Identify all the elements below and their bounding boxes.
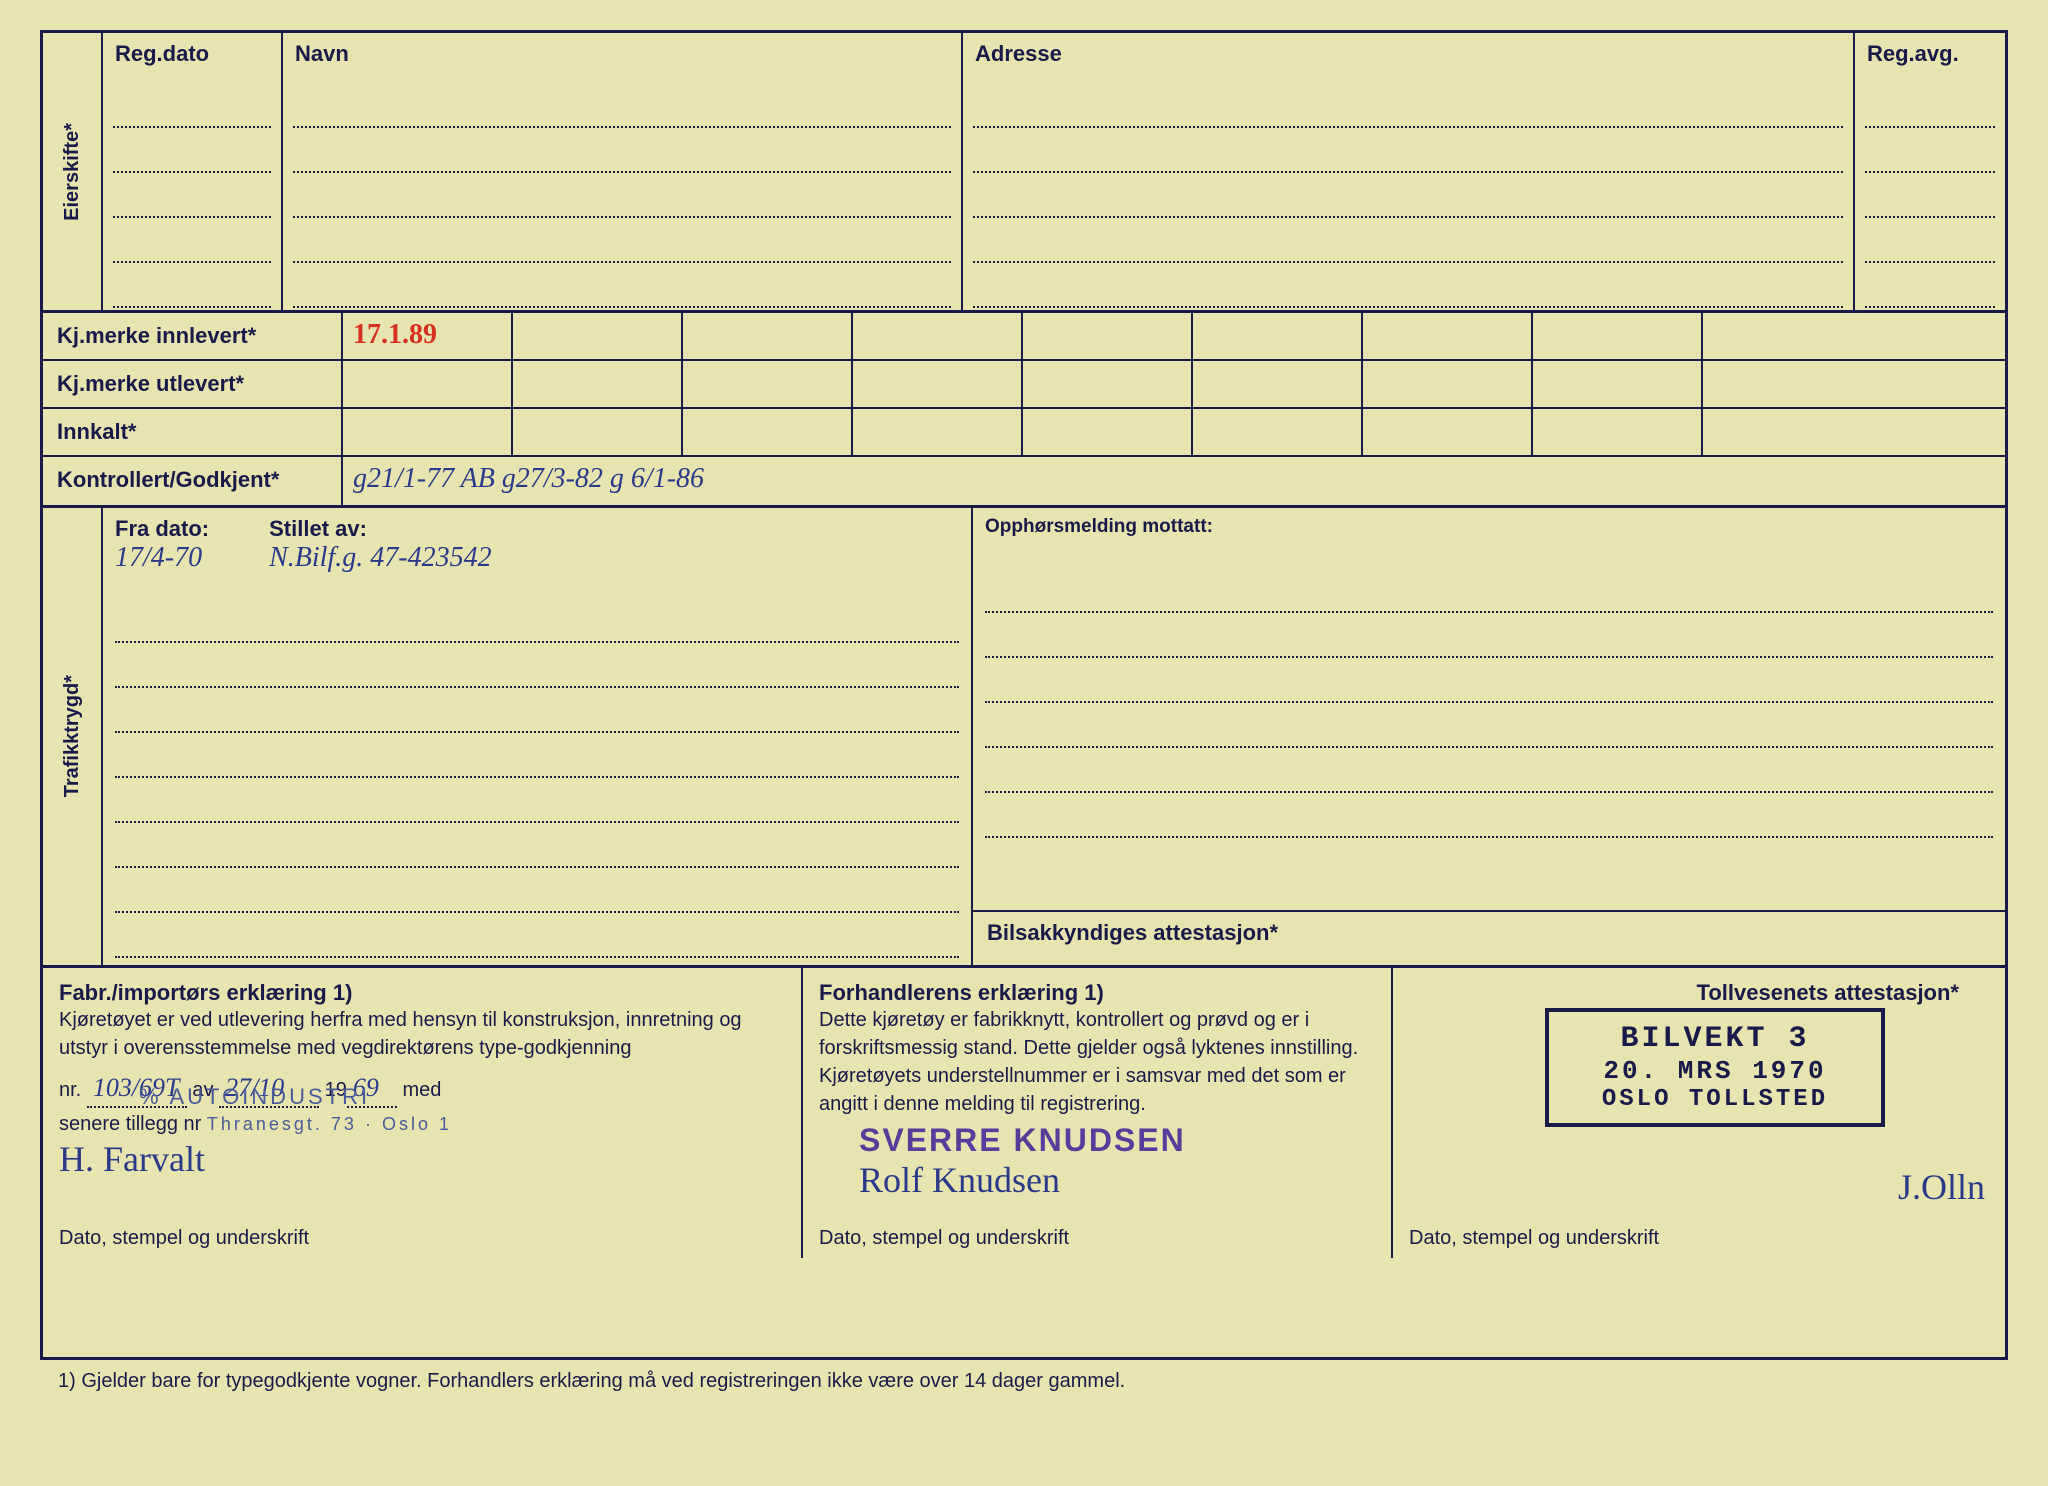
- fabr-title: Fabr./importørs erklæring 1): [59, 980, 785, 1006]
- fabr-col: Fabr./importørs erklæring 1) Kjøretøyet …: [43, 968, 803, 1258]
- header-regavg: Reg.avg.: [1855, 33, 2005, 310]
- top-headers: Reg.dato Navn Adresse Reg.avg.: [103, 33, 2005, 310]
- stillet-value: N.Bilf.g. 47-423542: [269, 542, 491, 574]
- form-border: Eierskifte* Reg.dato Navn Adresse Reg.av…: [40, 30, 2008, 1360]
- document-page: Eierskifte* Reg.dato Navn Adresse Reg.av…: [0, 0, 2048, 1486]
- innkalt-label: Innkalt*: [43, 409, 343, 455]
- traffic-right: Opphørsmelding mottatt: Bilsakkyndiges a…: [973, 508, 2005, 965]
- navn-label: Navn: [295, 41, 349, 66]
- fabr-footer: Dato, stempel og underskrift: [59, 1227, 309, 1250]
- bottom-section: Fabr./importørs erklæring 1) Kjøretøyet …: [43, 968, 2005, 1258]
- toll-title: Tollvesenets attestasjon*: [1409, 980, 1989, 1006]
- opphor-label: Opphørsmelding mottatt:: [985, 516, 1993, 538]
- forh-signature: Rolf Knudsen: [859, 1159, 1375, 1201]
- row-kontrollert: Kontrollert/Godkjent* g21/1-77 AB g27/3-…: [43, 457, 2005, 505]
- row-innkalt: Innkalt*: [43, 409, 2005, 457]
- bilsak-label: Bilsakkyndiges attestasjon*: [987, 920, 1278, 945]
- fra-dato-label: Fra dato:: [115, 516, 209, 542]
- kontrollert-label: Kontrollert/Godkjent*: [43, 457, 343, 505]
- adresse-label: Adresse: [975, 41, 1062, 66]
- regavg-label: Reg.avg.: [1867, 41, 1959, 66]
- forh-title: Forhandlerens erklæring 1): [819, 980, 1375, 1006]
- utlevert-label: Kj.merke utlevert*: [43, 361, 343, 407]
- kontrollert-value: g21/1-77 AB g27/3-82 g 6/1-86: [353, 463, 704, 494]
- toll-footer: Dato, stempel og underskrift: [1409, 1227, 1659, 1250]
- fabr-signature: H. Farvalt: [59, 1138, 785, 1180]
- toll-stamp-box: BILVEKT 3 20. MRS 1970 OSLO TOLLSTED: [1545, 1008, 1885, 1127]
- regdato-label: Reg.dato: [115, 41, 209, 66]
- trafikk-side: Trafikktrygd*: [43, 508, 103, 965]
- stillet-label: Stillet av:: [269, 516, 491, 542]
- row-innlevert: Kj.merke innlevert* 17.1.89: [43, 313, 2005, 361]
- forh-body: Dette kjøretøy er fabrikknytt, kontrolle…: [819, 1006, 1375, 1118]
- traffic-content: Fra dato: 17/4-70 Stillet av: N.Bilf.g. …: [103, 508, 2005, 965]
- innlevert-label: Kj.merke innlevert*: [43, 313, 343, 359]
- innlevert-value: 17.1.89: [353, 319, 437, 350]
- traffic-left: Fra dato: 17/4-70 Stillet av: N.Bilf.g. …: [103, 508, 973, 965]
- toll-col: Tollvesenets attestasjon* BILVEKT 3 20. …: [1393, 968, 2005, 1258]
- mid-rows: Kj.merke innlevert* 17.1.89 Kj.merke utl…: [43, 313, 2005, 508]
- med-label: med: [402, 1079, 441, 1101]
- toll-signature: J.Olln: [1898, 1166, 1985, 1208]
- toll-stamp2: 20. MRS 1970: [1569, 1056, 1861, 1086]
- fabr-stamp1: % AUTOINDUSTRI: [139, 1084, 785, 1110]
- footnote: 1) Gjelder bare for typegodkjente vogner…: [40, 1360, 2008, 1403]
- trafikktrygd-section: Trafikktrygd* Fra dato: 17/4-70 Stillet …: [43, 508, 2005, 968]
- fabr-stamp2: Thranesgt. 73 · Oslo 1: [207, 1114, 452, 1134]
- toll-stamp3: OSLO TOLLSTED: [1569, 1086, 1861, 1113]
- eierskifte-side-label: Eierskifte*: [43, 33, 103, 310]
- header-adresse: Adresse: [963, 33, 1855, 310]
- trafikk-label: Trafikktrygd*: [61, 675, 84, 797]
- fra-dato-value: 17/4-70: [115, 542, 209, 574]
- forh-col: Forhandlerens erklæring 1) Dette kjøretø…: [803, 968, 1393, 1258]
- eierskifte-section: Eierskifte* Reg.dato Navn Adresse Reg.av…: [43, 33, 2005, 313]
- forh-footer: Dato, stempel og underskrift: [819, 1227, 1069, 1250]
- header-regdato: Reg.dato: [103, 33, 283, 310]
- eierskifte-label: Eierskifte*: [61, 123, 84, 221]
- forh-stamp: SVERRE KNUDSEN: [859, 1122, 1375, 1159]
- nr-label: nr.: [59, 1079, 81, 1101]
- header-navn: Navn: [283, 33, 963, 310]
- toll-stamp1: BILVEKT 3: [1569, 1022, 1861, 1056]
- fabr-body: Kjøretøyet er ved utlevering herfra med …: [59, 1006, 785, 1062]
- row-utlevert: Kj.merke utlevert*: [43, 361, 2005, 409]
- senere-label: senere tillegg nr: [59, 1113, 201, 1135]
